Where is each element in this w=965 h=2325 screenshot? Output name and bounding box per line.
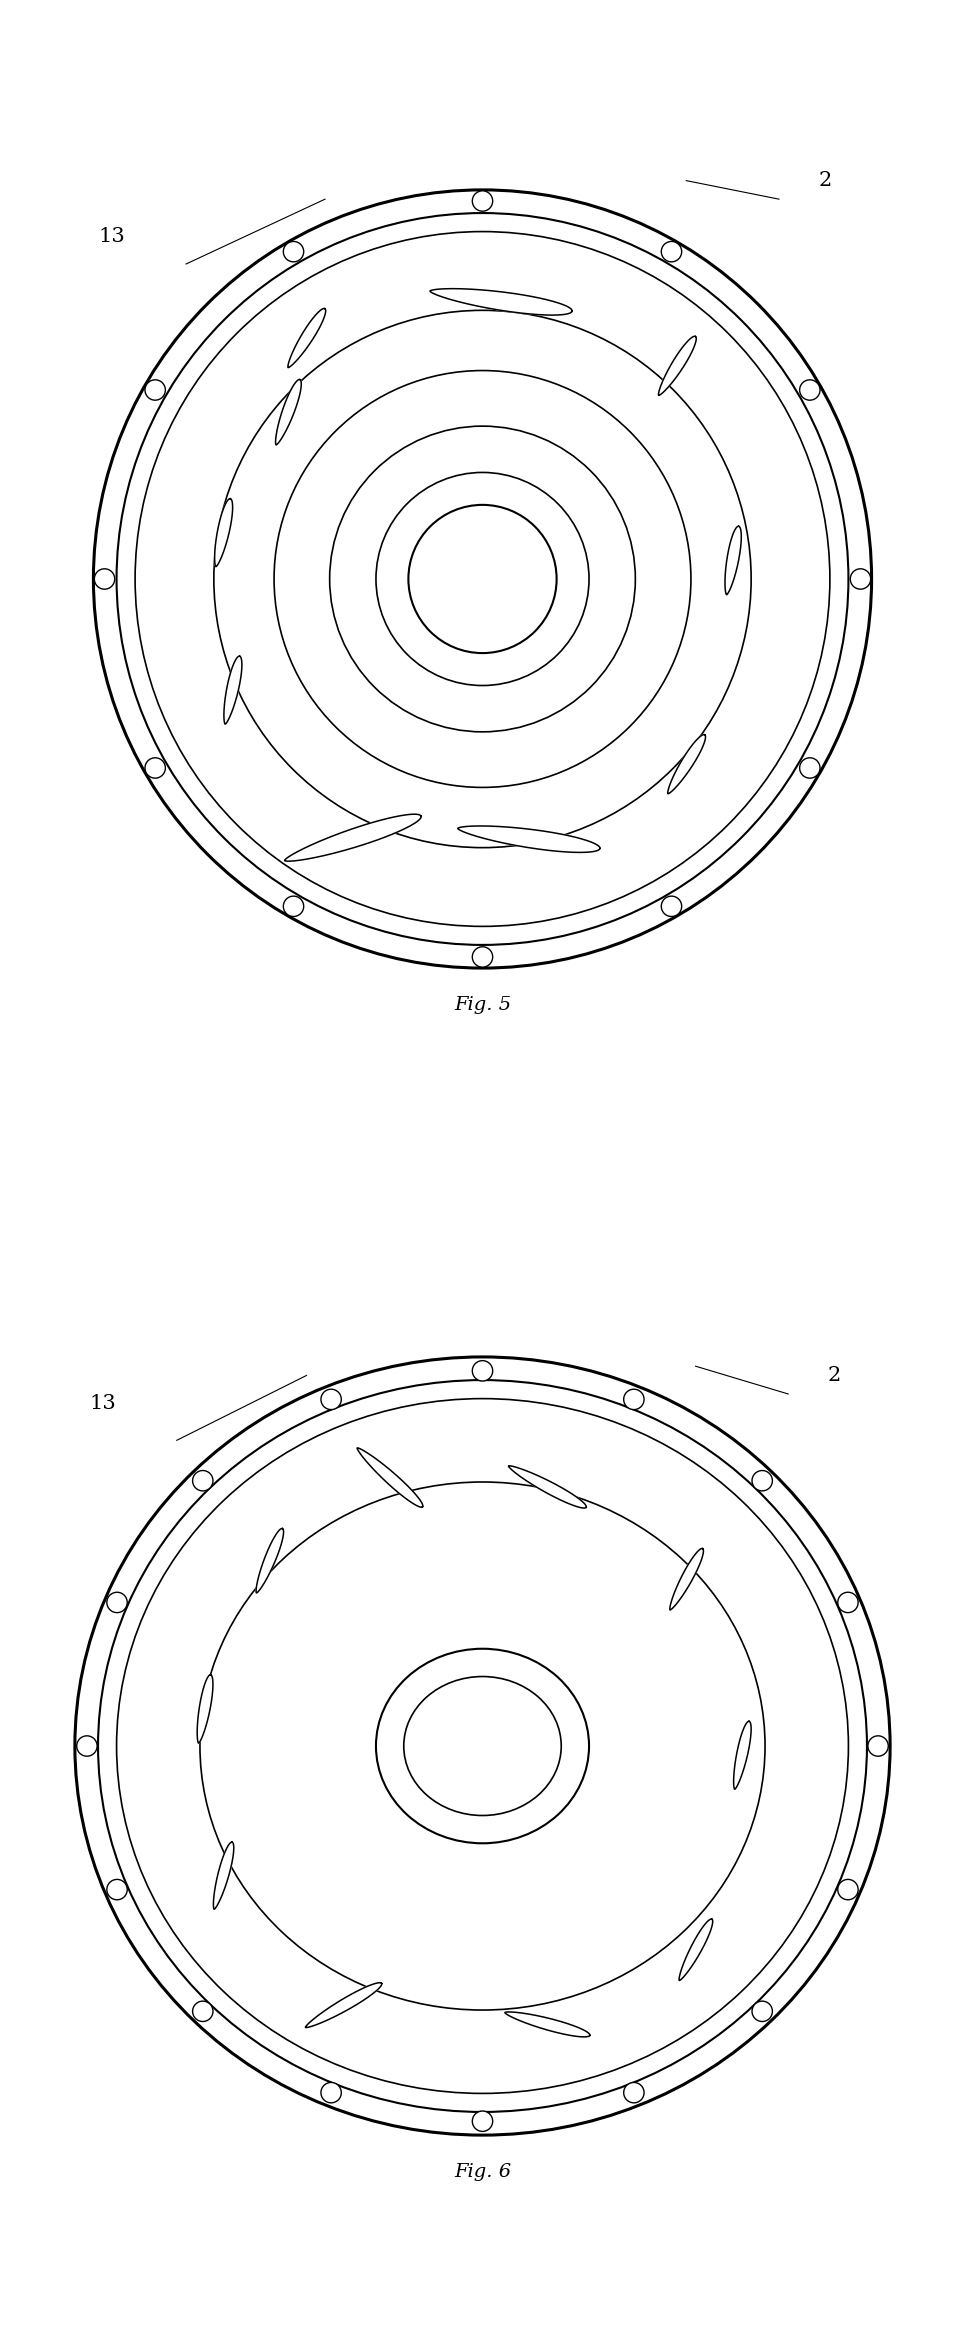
- Circle shape: [107, 1593, 127, 1614]
- Circle shape: [752, 1469, 772, 1490]
- Circle shape: [284, 895, 304, 916]
- Circle shape: [800, 379, 820, 400]
- Polygon shape: [430, 288, 572, 316]
- Text: Fig. 6: Fig. 6: [454, 2162, 511, 2181]
- Text: 2: 2: [818, 172, 832, 191]
- Circle shape: [145, 379, 165, 400]
- Polygon shape: [256, 1528, 284, 1593]
- Circle shape: [800, 758, 820, 779]
- Text: 2: 2: [828, 1367, 841, 1386]
- Circle shape: [193, 2002, 213, 2020]
- Polygon shape: [668, 735, 705, 793]
- Polygon shape: [670, 1548, 703, 1609]
- Circle shape: [838, 1879, 858, 1900]
- Circle shape: [661, 242, 681, 263]
- Circle shape: [623, 2083, 644, 2102]
- Polygon shape: [276, 379, 301, 444]
- Circle shape: [95, 570, 115, 588]
- Circle shape: [868, 1737, 888, 1755]
- Polygon shape: [214, 498, 233, 567]
- Polygon shape: [288, 309, 326, 367]
- Polygon shape: [306, 1983, 382, 2027]
- Circle shape: [472, 191, 493, 212]
- Text: Fig. 5: Fig. 5: [454, 995, 511, 1014]
- Polygon shape: [725, 525, 741, 595]
- Polygon shape: [658, 337, 697, 395]
- Circle shape: [661, 895, 681, 916]
- Circle shape: [472, 1360, 493, 1381]
- Circle shape: [77, 1737, 97, 1755]
- Polygon shape: [505, 2011, 590, 2037]
- Circle shape: [321, 2083, 342, 2102]
- Polygon shape: [197, 1674, 213, 1744]
- Circle shape: [472, 2111, 493, 2132]
- Circle shape: [321, 1390, 342, 1409]
- Text: 13: 13: [90, 1393, 116, 1414]
- Polygon shape: [509, 1465, 587, 1509]
- Circle shape: [472, 946, 493, 967]
- Circle shape: [193, 1469, 213, 1490]
- Polygon shape: [224, 656, 242, 723]
- Polygon shape: [457, 825, 600, 853]
- Polygon shape: [733, 1720, 751, 1790]
- Circle shape: [284, 242, 304, 263]
- Circle shape: [850, 570, 870, 588]
- Polygon shape: [679, 1918, 713, 1981]
- Polygon shape: [285, 814, 421, 860]
- Polygon shape: [357, 1448, 423, 1507]
- Circle shape: [623, 1390, 644, 1409]
- Circle shape: [145, 758, 165, 779]
- Text: 13: 13: [98, 228, 125, 246]
- Circle shape: [838, 1593, 858, 1614]
- Circle shape: [752, 2002, 772, 2020]
- Circle shape: [107, 1879, 127, 1900]
- Polygon shape: [213, 1841, 234, 1909]
